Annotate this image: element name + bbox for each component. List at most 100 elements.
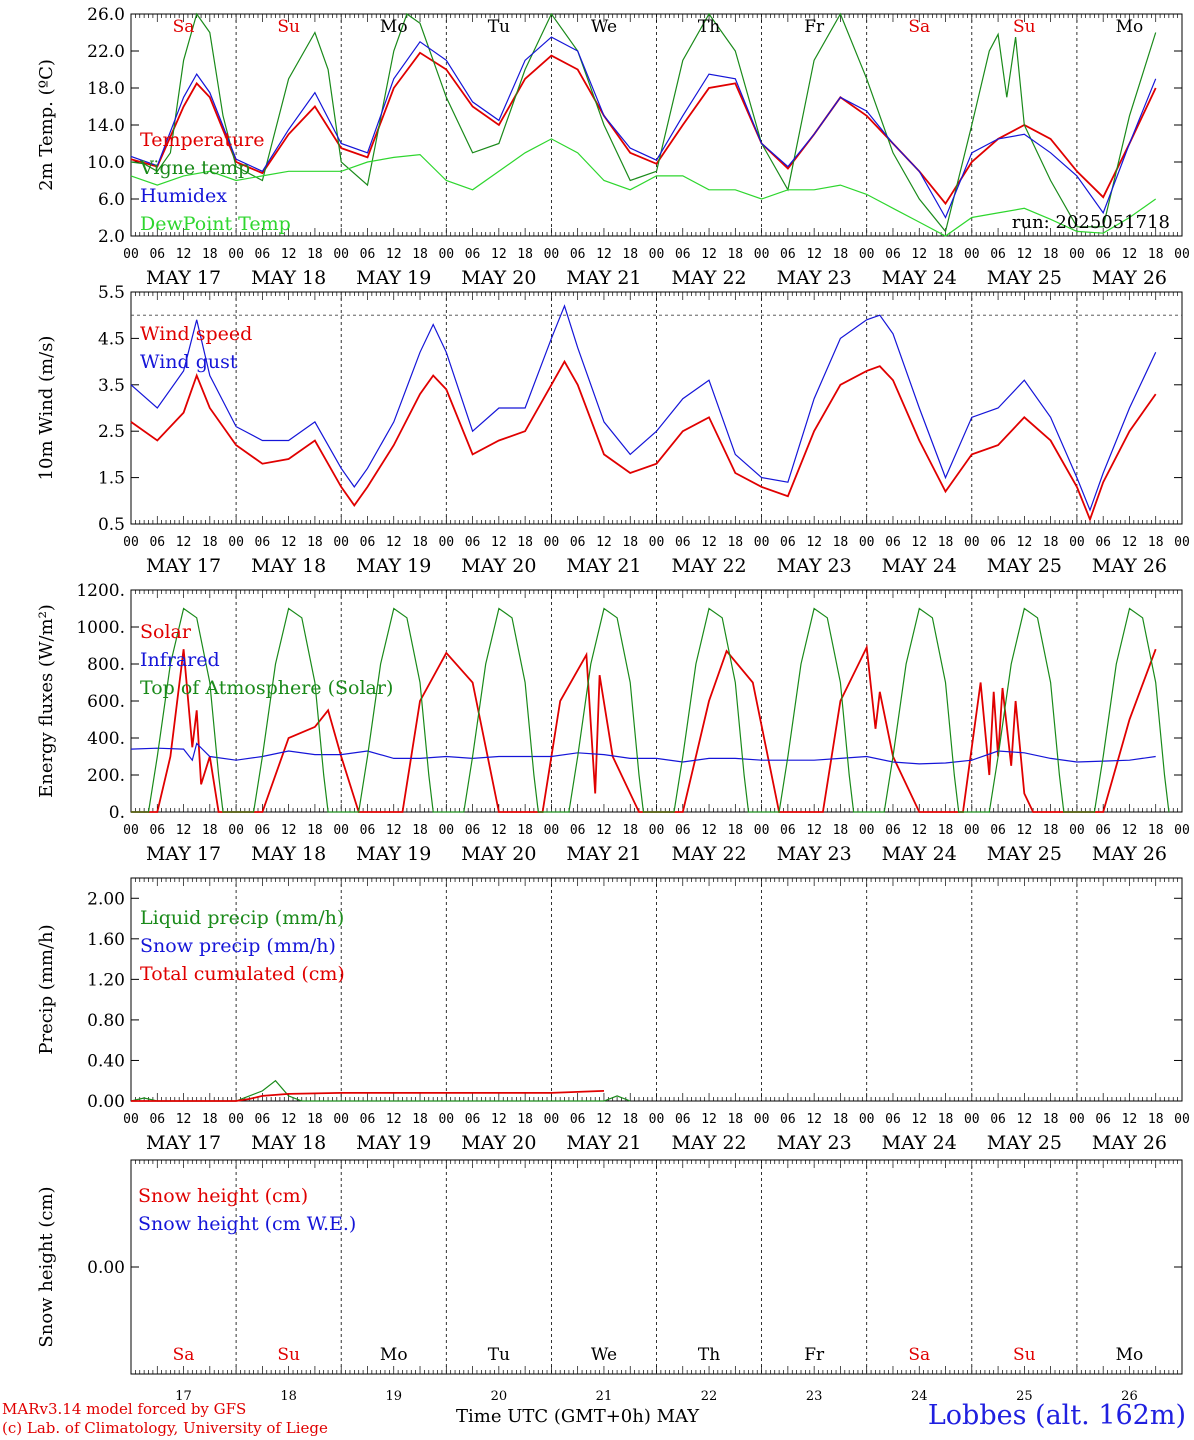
hour-tick-label: 06 bbox=[885, 1112, 901, 1127]
hour-tick-label: 06 bbox=[570, 823, 586, 838]
hour-tick-label: 12 bbox=[386, 1112, 402, 1127]
hour-tick-label: 12 bbox=[701, 823, 717, 838]
series-line bbox=[130, 138, 1157, 237]
y-tick-label: 1.5 bbox=[98, 469, 125, 489]
weekday-label: Sa bbox=[173, 17, 195, 37]
hour-tick-label: 18 bbox=[202, 535, 218, 550]
weekday-label: Fr bbox=[804, 17, 825, 37]
date-label: MAY 24 bbox=[882, 843, 957, 865]
weekday-label: Th bbox=[698, 1345, 720, 1365]
hour-tick-label: 12 bbox=[596, 247, 612, 262]
hour-tick-label: 18 bbox=[1148, 823, 1164, 838]
weekday-label: We bbox=[591, 17, 617, 37]
hour-tick-label: 12 bbox=[1017, 823, 1033, 838]
date-label: MAY 20 bbox=[461, 555, 536, 577]
day-number-label: 17 bbox=[175, 1389, 192, 1404]
hour-tick-label: 18 bbox=[938, 535, 954, 550]
hour-tick-label: 12 bbox=[806, 1112, 822, 1127]
hour-tick-label: 12 bbox=[1017, 535, 1033, 550]
hour-tick-label: 00 bbox=[859, 823, 875, 838]
hour-tick-label: 06 bbox=[149, 247, 165, 262]
y-tick-label: 1.60 bbox=[87, 930, 125, 950]
hour-tick-label: 18 bbox=[412, 535, 428, 550]
date-label: MAY 25 bbox=[987, 843, 1062, 865]
hour-tick-label: 06 bbox=[1095, 247, 1111, 262]
date-label: MAY 22 bbox=[671, 843, 746, 865]
hour-tick-label: 18 bbox=[833, 1112, 849, 1127]
hour-tick-label: 06 bbox=[780, 1112, 796, 1127]
hour-tick-label: 12 bbox=[176, 823, 192, 838]
y-axis-label: Precip (mm/h) bbox=[36, 924, 57, 1054]
hour-tick-label: 00 bbox=[859, 1112, 875, 1127]
hour-tick-label: 00 bbox=[228, 247, 244, 262]
hour-tick-label: 12 bbox=[806, 247, 822, 262]
hour-tick-label: 00 bbox=[859, 535, 875, 550]
hour-tick-label: 00 bbox=[228, 823, 244, 838]
hour-tick-label: 18 bbox=[622, 535, 638, 550]
hour-tick-label: 00 bbox=[333, 823, 349, 838]
weekday-label: Mo bbox=[1116, 1345, 1144, 1365]
series-line bbox=[130, 12, 1157, 233]
hour-tick-label: 00 bbox=[438, 1112, 454, 1127]
hour-tick-label: 18 bbox=[412, 823, 428, 838]
date-label: MAY 22 bbox=[671, 1132, 746, 1154]
hour-tick-label: 12 bbox=[281, 535, 297, 550]
date-label: MAY 17 bbox=[146, 1132, 221, 1154]
legend-entry: Infrared bbox=[140, 649, 220, 671]
hour-tick-label: 18 bbox=[517, 1112, 533, 1127]
hour-tick-label: 00 bbox=[123, 535, 139, 550]
hour-tick-label: 00 bbox=[438, 823, 454, 838]
hour-tick-label: 12 bbox=[386, 535, 402, 550]
date-label: MAY 18 bbox=[251, 1132, 326, 1154]
weekday-label: Tu bbox=[488, 17, 510, 37]
hour-tick-label: 06 bbox=[255, 1112, 271, 1127]
hour-tick-label: 06 bbox=[360, 823, 376, 838]
hour-tick-label: 00 bbox=[964, 535, 980, 550]
hour-tick-label: 00 bbox=[228, 535, 244, 550]
date-label: MAY 22 bbox=[671, 555, 746, 577]
hour-tick-label: 06 bbox=[780, 247, 796, 262]
date-label: MAY 26 bbox=[1092, 843, 1167, 865]
date-label: MAY 20 bbox=[461, 1132, 536, 1154]
y-tick-label: 10.0 bbox=[87, 153, 125, 173]
hour-tick-label: 00 bbox=[1069, 535, 1085, 550]
hour-tick-label: 06 bbox=[149, 535, 165, 550]
hour-tick-label: 06 bbox=[1095, 1112, 1111, 1127]
x-axis-title: Time UTC (GMT+0h) MAY bbox=[456, 1406, 700, 1427]
legend-entry: Total cumulated (cm) bbox=[140, 963, 345, 985]
date-label: MAY 26 bbox=[1092, 1132, 1167, 1154]
y-tick-label: 14.0 bbox=[87, 116, 125, 136]
hour-tick-label: 00 bbox=[1069, 823, 1085, 838]
date-label: MAY 21 bbox=[566, 555, 641, 577]
hour-tick-label: 18 bbox=[938, 1112, 954, 1127]
hour-tick-label: 12 bbox=[281, 247, 297, 262]
hour-tick-label: 18 bbox=[938, 823, 954, 838]
hour-tick-label: 12 bbox=[1122, 247, 1138, 262]
hour-tick-label: 06 bbox=[675, 247, 691, 262]
hour-tick-label: 00 bbox=[123, 247, 139, 262]
y-tick-label: 1.20 bbox=[87, 970, 125, 990]
y-tick-label: 2.00 bbox=[87, 889, 125, 909]
y-tick-label: 2.0 bbox=[98, 227, 125, 247]
hour-tick-label: 12 bbox=[911, 1112, 927, 1127]
date-label: MAY 25 bbox=[987, 267, 1062, 289]
hour-tick-label: 00 bbox=[544, 823, 560, 838]
hour-tick-label: 18 bbox=[1043, 247, 1059, 262]
weekday-label: Sa bbox=[173, 1345, 195, 1365]
hour-tick-label: 18 bbox=[727, 823, 743, 838]
y-tick-label: 18.0 bbox=[87, 79, 125, 99]
hour-tick-label: 18 bbox=[307, 1112, 323, 1127]
hour-tick-label: 18 bbox=[202, 823, 218, 838]
hour-tick-label: 12 bbox=[176, 535, 192, 550]
hour-tick-label: 06 bbox=[255, 535, 271, 550]
hour-tick-label: 18 bbox=[517, 247, 533, 262]
hour-tick-label: 00 bbox=[333, 1112, 349, 1127]
hour-tick-label: 12 bbox=[806, 823, 822, 838]
hour-tick-label: 06 bbox=[1095, 535, 1111, 550]
date-label: MAY 22 bbox=[671, 267, 746, 289]
date-label: MAY 17 bbox=[146, 555, 221, 577]
hour-tick-label: 18 bbox=[833, 535, 849, 550]
weekday-label: Su bbox=[277, 1345, 300, 1365]
hour-tick-label: 06 bbox=[360, 247, 376, 262]
